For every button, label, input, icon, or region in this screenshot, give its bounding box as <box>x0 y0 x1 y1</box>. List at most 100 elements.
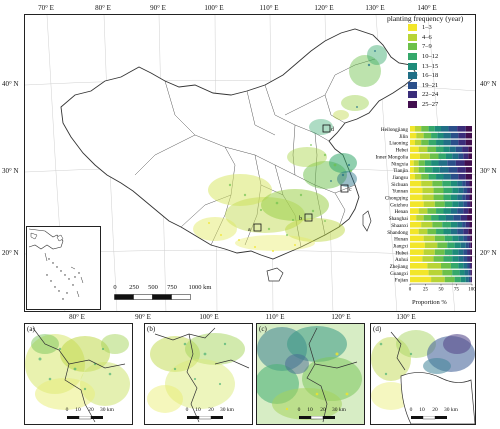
province-bar-segment <box>410 249 424 255</box>
legend-item: 13–15 <box>386 61 478 71</box>
province-bar-segment <box>423 249 435 255</box>
province-bar-segment <box>460 215 468 221</box>
province-bar-segment <box>468 208 472 214</box>
province-bar-segment <box>423 132 432 139</box>
province-bar-segment <box>465 242 469 249</box>
planting-frequency-raster <box>193 45 387 252</box>
panel-scale-bar <box>187 416 223 420</box>
panel-scale-label: 30 km <box>100 407 114 413</box>
province-bar-segment <box>443 139 451 146</box>
province-bar-segment <box>427 263 441 269</box>
province-bar-segment <box>469 263 472 269</box>
province-bar-segment <box>458 263 464 269</box>
zoom-panel-d: (d) 0 10 20 30 km <box>370 323 476 425</box>
province-bar-segment <box>468 276 471 283</box>
province-bar-segment <box>419 153 430 159</box>
province-bar-segment <box>462 194 466 201</box>
province-bar-segment <box>468 269 471 276</box>
province-label: Guizhou <box>390 202 408 208</box>
legend-item: 1–3 <box>386 23 478 33</box>
province-bar-segment <box>467 235 471 242</box>
right-lat-tick: 20° N <box>480 249 497 257</box>
province-bar-segment <box>418 146 428 153</box>
panel-label: (d) <box>373 325 382 333</box>
province-bar-segment <box>465 276 469 283</box>
province-bar-segment <box>458 201 464 207</box>
legend-item: 4–6 <box>386 33 478 43</box>
province-bar-segment <box>454 276 461 283</box>
province-bar-segment <box>463 208 469 214</box>
legend-swatch <box>408 53 417 61</box>
legend-item: 10–12 <box>386 52 478 62</box>
province-bar-segment <box>410 263 428 269</box>
province-bar-segment <box>470 187 472 194</box>
province-bar-segment <box>442 180 451 187</box>
top-lon-tick: 110° E <box>259 4 279 12</box>
study-box-a <box>253 223 262 232</box>
province-bar-segment <box>469 221 472 228</box>
bottom-lon-tick: 100° E <box>199 313 219 321</box>
province-bar-segment <box>448 167 458 173</box>
province-bar-segment <box>468 242 471 249</box>
province-bar-segment <box>465 173 472 180</box>
province-label: Jiangsu <box>392 175 408 181</box>
province-bar-segment <box>423 201 435 207</box>
box-label-a: a <box>248 227 251 233</box>
province-bar-segment <box>431 160 439 166</box>
province-bar-segment <box>457 126 466 132</box>
province-label: Sichuan <box>391 182 408 188</box>
province-bar-segment <box>431 276 445 283</box>
province-bar-segment <box>463 256 468 262</box>
bottom-lon-tick: 130° E <box>396 313 416 321</box>
panel-scale-label: 10 <box>419 407 425 413</box>
province-bar-segment <box>458 173 466 180</box>
scale-label: 0 <box>113 284 117 291</box>
legend-item: 7–9 <box>386 42 478 52</box>
province-bar-segment <box>436 173 444 180</box>
province-bar-segment <box>452 256 459 262</box>
main-map-frame: a b c d <box>24 14 476 312</box>
box-label-c: c <box>349 187 352 193</box>
top-lon-tick: 90° E <box>150 4 166 12</box>
province-bar-segment <box>434 249 445 255</box>
province-bar-segment <box>410 167 414 173</box>
province-bar-segment <box>410 235 424 242</box>
inset-map <box>28 228 84 300</box>
province-label: Chongqing <box>385 196 408 202</box>
province-bar-segment <box>443 173 451 180</box>
proportion-tick-label: 100 <box>468 288 476 293</box>
panel-label: (a) <box>27 325 35 333</box>
province-bar-segment <box>413 160 419 166</box>
panel-scale-labels: 0 10 20 30 km <box>403 407 473 414</box>
province-bar-segment <box>421 180 433 187</box>
panel-scale-label: 30 km <box>444 407 458 413</box>
panel-scale-labels: 0 10 20 30 km <box>179 407 249 414</box>
province-bar-segment <box>450 139 459 146</box>
province-bar-segment <box>424 160 432 166</box>
province-bar-segment <box>462 180 466 187</box>
province-bar-segment <box>467 263 470 269</box>
province-bar-segment <box>463 153 469 159</box>
province-bar-segment <box>438 215 446 221</box>
province-bar-segment <box>434 126 441 132</box>
legend-label: 7–9 <box>422 43 432 51</box>
scale-label: 250 <box>129 284 139 291</box>
province-bar-segment <box>421 221 433 228</box>
province-bar-segment <box>410 269 429 276</box>
bottom-lon-tick: 110° E <box>265 313 285 321</box>
legend-label: 16–18 <box>422 72 439 80</box>
panel-scale-bar <box>299 416 335 420</box>
province-bar-segment <box>443 228 451 235</box>
province-label: Yunnan <box>392 189 408 195</box>
panel-scale-label: 20 <box>208 407 214 413</box>
province-bar-segment <box>450 180 458 187</box>
province-bar-segment <box>457 180 463 187</box>
province-bar-segment <box>421 139 429 146</box>
province-bar-segment <box>450 221 458 228</box>
province-bar-segment <box>452 187 459 194</box>
bottom-lon-tick: 120° E <box>331 313 351 321</box>
province-bar-segment <box>447 242 455 249</box>
panel-scale-label: 0 <box>297 407 301 413</box>
panel-scale-label: 0 <box>185 407 189 413</box>
panel-scale-label: 20 <box>432 407 438 413</box>
